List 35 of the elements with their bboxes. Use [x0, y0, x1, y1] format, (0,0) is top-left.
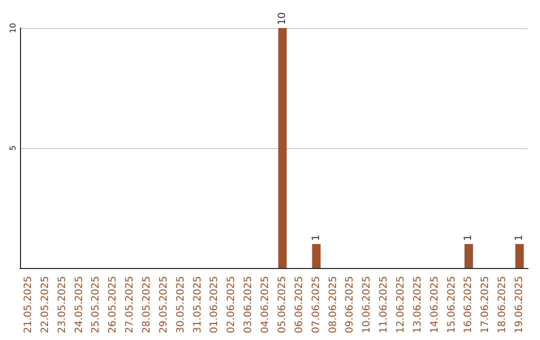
x-tick-label: 29.05.2025 — [158, 276, 170, 334]
x-tick-label: 04.06.2025 — [260, 276, 272, 334]
x-tick-label: 07.06.2025 — [310, 276, 322, 334]
x-tick-label: 13.06.2025 — [412, 276, 424, 334]
data-label: 1 — [310, 234, 322, 241]
data-label: 1 — [514, 234, 526, 241]
x-tick-label: 21.05.2025 — [22, 276, 34, 334]
x-tick-label: 17.06.2025 — [480, 276, 492, 334]
x-tick-label: 10.06.2025 — [362, 276, 373, 334]
x-tick-label: 18.06.2025 — [497, 276, 508, 334]
x-tick-label: 15.06.2025 — [446, 276, 458, 334]
x-tick-label: 14.06.2025 — [429, 276, 440, 334]
x-tick-label: 23.05.2025 — [56, 276, 68, 334]
x-tick-label: 09.06.2025 — [344, 276, 356, 334]
x-tick-label: 22.05.2025 — [40, 276, 51, 334]
x-tick-label: 31.05.2025 — [192, 276, 204, 334]
data-label: 1 — [463, 234, 474, 241]
x-tick-label: 26.05.2025 — [108, 276, 119, 334]
x-tick-label: 05.06.2025 — [276, 276, 288, 334]
x-tick-label: 19.06.2025 — [514, 276, 526, 334]
data-label: 10 — [276, 12, 288, 25]
x-tick-label: 16.06.2025 — [463, 276, 474, 334]
y-tick-label: 5 — [8, 145, 18, 151]
x-tick-label: 27.05.2025 — [124, 276, 136, 334]
x-tick-label: 08.06.2025 — [328, 276, 339, 334]
x-tick-label: 11.06.2025 — [378, 276, 390, 334]
x-tick-label: 25.05.2025 — [90, 276, 102, 334]
x-tick-label: 30.05.2025 — [175, 276, 186, 334]
x-tick-label: 12.06.2025 — [396, 276, 406, 334]
x-tick-label: 06.06.2025 — [294, 276, 305, 334]
x-tick-label: 28.05.2025 — [142, 276, 152, 334]
x-tick-label: 02.06.2025 — [226, 276, 238, 334]
x-tick-label: 24.05.2025 — [74, 276, 85, 334]
x-tick-label: 03.06.2025 — [243, 276, 254, 334]
x-tick-label: 01.06.2025 — [209, 276, 220, 334]
